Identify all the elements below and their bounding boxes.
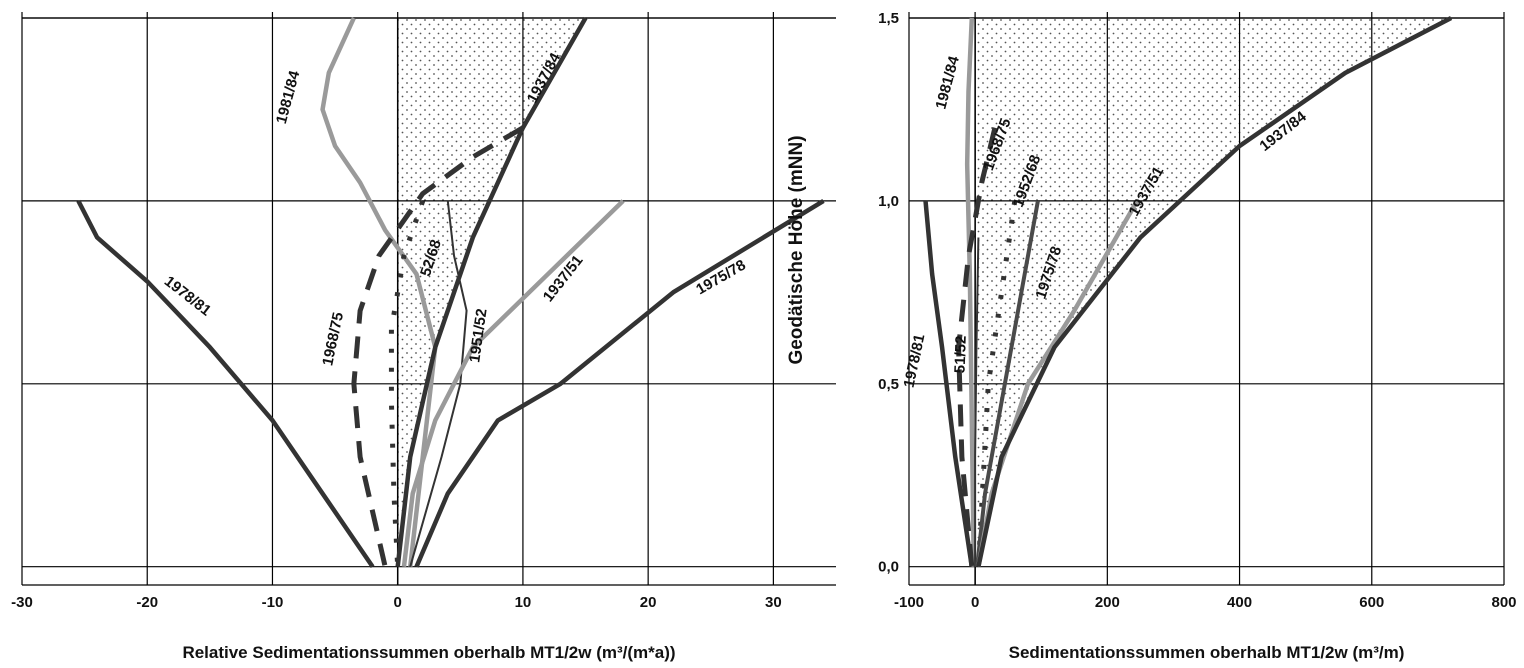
x-tick-label: -30 (11, 594, 33, 611)
x-axis-title: Relative Sedimentationssummen oberhalb M… (182, 643, 675, 662)
series-line-1975-78 (975, 200, 1040, 567)
series-line-51-52 (974, 237, 980, 567)
y-tick-label: 0,0 (878, 559, 899, 576)
y-tick-label: 0,5 (878, 376, 899, 393)
x-tick-label: 200 (1095, 594, 1120, 611)
x-tick-label: 0 (394, 594, 402, 611)
x-tick-label: -100 (894, 594, 924, 611)
series-label: 1951/52 (466, 308, 490, 364)
x-tick-label: 20 (640, 594, 657, 611)
series-line-1937-84 (976, 16, 1453, 568)
x-tick-label: 0 (971, 594, 979, 611)
series-label: 1968/75 (319, 311, 347, 368)
series-line-1937-84 (395, 16, 588, 567)
y-tick-label: 1,0 (878, 193, 899, 210)
y-tick-label: 1,5 (878, 10, 899, 27)
left-panel: -30 -20 -10 0 10 20 301978/811981/841968/7552/… (11, 12, 836, 662)
series-line-1978-81 (76, 199, 375, 568)
series-line-1968-75 (956, 127, 998, 567)
series-line-1978-81 (923, 200, 975, 568)
y-axis-title: Geodätische Höhe (mNN) (786, 135, 807, 364)
series-line-1968-75 (351, 125, 525, 568)
series-label: 1981/84 (273, 68, 304, 125)
stipple-area (397, 18, 586, 567)
series-line-1951-52 (409, 200, 468, 567)
x-tick-label: -10 (262, 594, 284, 611)
series-line-1937-51 (401, 199, 625, 567)
series-label: 1978/81 (901, 333, 929, 390)
x-tick-label: -20 (136, 594, 158, 611)
series-label: 1981/84 (932, 54, 963, 111)
series-line-1975-78 (414, 198, 825, 568)
x-tick-label: 30 (765, 594, 782, 611)
x-tick-label: 800 (1491, 594, 1516, 611)
x-tick-label: 10 (515, 594, 532, 611)
series-line-1981-84 (964, 17, 977, 567)
series-label: 51/52 (952, 335, 970, 373)
x-axis-title: Sedimentationssummen oberhalb MT1/2w (m³… (1009, 643, 1405, 662)
x-tick-label: 600 (1359, 594, 1384, 611)
stipple-area (975, 18, 1452, 567)
right-panel: -100 0 200 400 600 8000,00,51,01,51981/841968… (878, 10, 1516, 662)
series-line-1981-84 (320, 17, 438, 567)
series-label: 1978/81 (161, 273, 214, 320)
x-tick-label: 400 (1227, 594, 1252, 611)
